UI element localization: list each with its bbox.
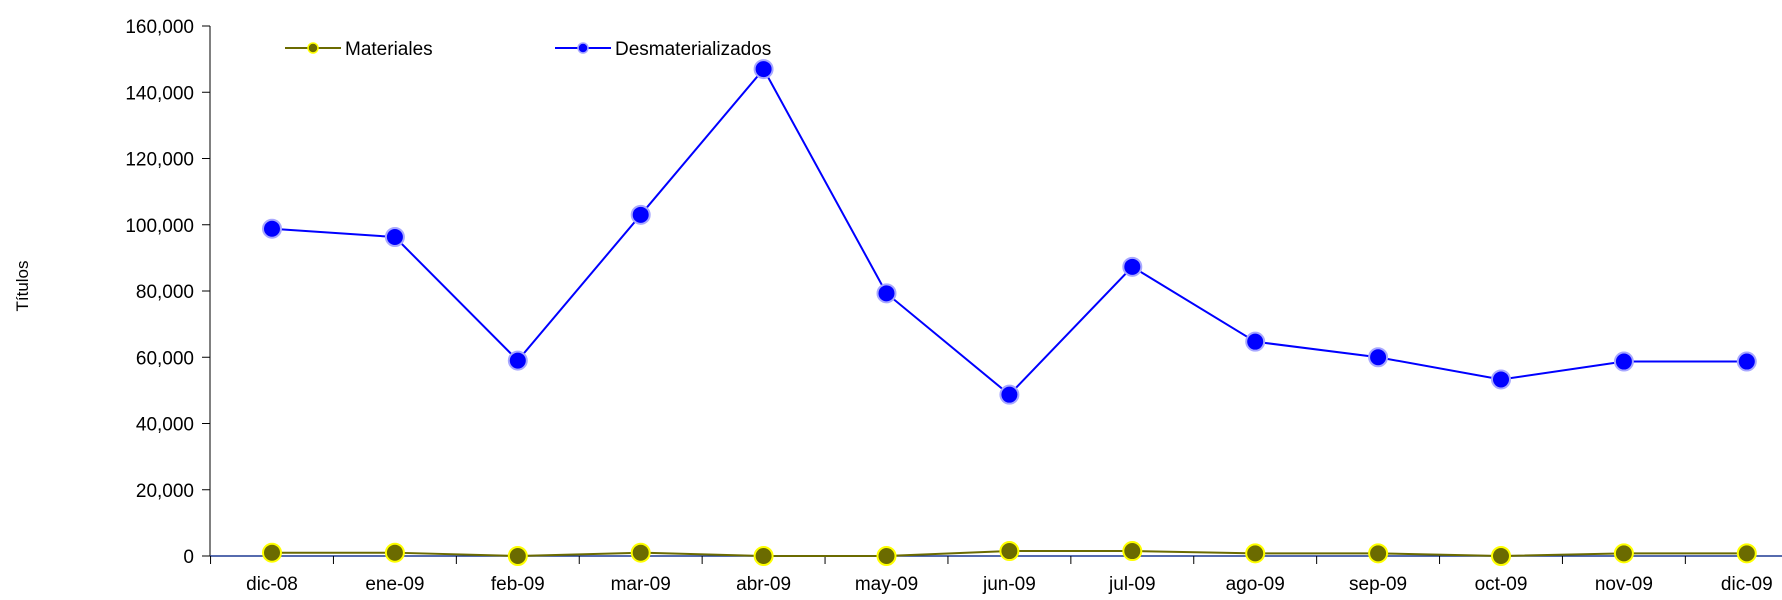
data-point: [1613, 351, 1634, 372]
data-point: [262, 218, 282, 239]
data-point: [507, 546, 528, 566]
y-tick-label: 60,000: [136, 348, 194, 369]
data-point: [1245, 331, 1266, 352]
x-tick-label: ene-09: [365, 574, 424, 595]
legend-marker: [577, 42, 589, 54]
y-tick-label: 20,000: [136, 481, 194, 502]
legend-marker: [307, 42, 319, 54]
y-tick-label: 160,000: [125, 17, 194, 38]
x-tick-label: dic-08: [246, 574, 298, 595]
data-point: [999, 384, 1020, 405]
data-point: [1122, 256, 1143, 277]
y-tick-label: 120,000: [125, 150, 194, 171]
data-point: [753, 59, 774, 80]
y-tick-label: 140,000: [125, 83, 194, 104]
legend-item: Desmaterializados: [555, 39, 771, 60]
x-tick-label: mar-09: [611, 574, 671, 595]
y-axis-title: Títulos: [13, 260, 32, 311]
data-point: [507, 350, 528, 371]
x-tick-label: oct-09: [1475, 574, 1528, 595]
data-point: [630, 542, 651, 563]
data-point: [630, 204, 651, 225]
series-desmaterializados: [262, 59, 1757, 405]
y-tick-label: 100,000: [125, 216, 194, 237]
series-layer: [262, 59, 1757, 566]
data-point: [1613, 543, 1634, 564]
x-tick-label: may-09: [855, 574, 918, 595]
x-tick-label: abr-09: [736, 574, 791, 595]
legend-label: Desmaterializados: [615, 39, 771, 60]
data-point: [384, 542, 405, 563]
x-tick-label: sep-09: [1349, 574, 1407, 595]
legend-item: Materiales: [285, 39, 433, 60]
y-ticks: 0 20,000 40,000 60,000 80,000 100,000 120,000 1…: [125, 17, 210, 568]
series-line: [271, 67, 1747, 397]
data-point: [876, 283, 897, 304]
data-point: [1736, 543, 1757, 564]
x-tick-label: feb-09: [491, 574, 545, 595]
x-tick-label: jun-09: [982, 574, 1036, 595]
data-point: [1736, 351, 1757, 372]
data-point: [1491, 546, 1511, 566]
y-tick-label: 40,000: [136, 415, 194, 436]
x-tick-label: ago-09: [1226, 574, 1285, 595]
x-tick-label: dic-09: [1721, 574, 1773, 595]
data-point: [384, 227, 405, 248]
data-point: [1122, 541, 1143, 562]
data-point: [999, 541, 1020, 562]
x-tick-label: jul-09: [1108, 574, 1155, 595]
x-tick-label: nov-09: [1595, 574, 1653, 595]
axes: [209, 26, 1782, 557]
legend: Materiales Desmaterializados: [285, 39, 771, 60]
data-point: [753, 546, 774, 566]
data-point: [1368, 543, 1389, 564]
legend-label: Materiales: [345, 39, 433, 60]
data-point: [262, 542, 282, 563]
series-materiales: [262, 541, 1757, 566]
data-point: [1368, 347, 1389, 368]
y-tick-label: 80,000: [136, 282, 194, 303]
data-point: [876, 546, 897, 566]
data-point: [1491, 369, 1511, 390]
y-tick-label: 0: [183, 547, 194, 568]
x-ticks: dic-08 ene-09 feb-09 mar-09 abr-09 may-09 jun-…: [210, 556, 1773, 595]
data-point: [1245, 543, 1266, 564]
